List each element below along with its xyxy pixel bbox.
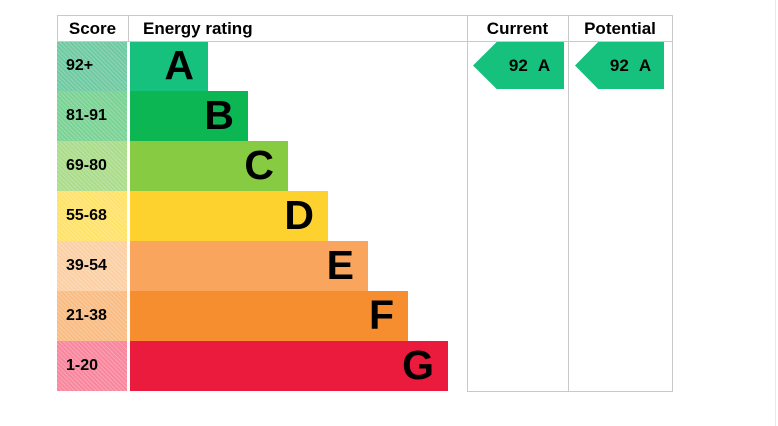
band-score-range: 39-54 bbox=[57, 241, 127, 291]
band-score-range: 21-38 bbox=[57, 291, 127, 341]
page-right-edge-line bbox=[775, 0, 776, 426]
band-score-range: 69-80 bbox=[57, 141, 127, 191]
rating-bar-g: G bbox=[130, 341, 448, 391]
potential-column-right-border bbox=[672, 15, 673, 392]
band-row-c: 69-80 C bbox=[57, 141, 697, 191]
band-grade-letter: B bbox=[204, 92, 234, 138]
band-row-f: 21-38 F bbox=[57, 291, 697, 341]
rating-bar-c: C bbox=[130, 141, 288, 191]
band-grade-letter: C bbox=[244, 142, 274, 188]
score-column-left-border bbox=[57, 15, 58, 42]
rating-bar-b: B bbox=[130, 91, 248, 141]
band-row-a: 92+ A bbox=[57, 41, 697, 91]
band-row-d: 55-68 D bbox=[57, 191, 697, 241]
current-column-header: Current bbox=[486, 19, 549, 38]
energy-rating-column-header: Energy rating bbox=[143, 19, 253, 38]
table-bottom-border bbox=[467, 391, 673, 392]
band-row-b: 81-91 B bbox=[57, 91, 697, 141]
potential-column-header: Potential bbox=[584, 19, 656, 38]
current-column-left-border bbox=[467, 15, 468, 392]
band-grade-letter: G bbox=[402, 342, 434, 388]
band-score-range: 1-20 bbox=[57, 341, 127, 391]
rating-bar-e: E bbox=[130, 241, 368, 291]
potential-rating-arrow: 92 A bbox=[575, 42, 664, 89]
header-bottom-border bbox=[57, 41, 673, 42]
table-top-border bbox=[57, 15, 673, 16]
rating-bar-d: D bbox=[130, 191, 328, 241]
band-grade-letter: F bbox=[368, 292, 394, 338]
band-grade-letter: E bbox=[326, 242, 354, 288]
band-row-g: 1-20 G bbox=[57, 341, 697, 391]
band-grade-letter: A bbox=[164, 42, 194, 88]
band-score-range: 81-91 bbox=[57, 91, 127, 141]
score-column-right-border bbox=[128, 15, 129, 42]
band-grade-letter: D bbox=[284, 192, 314, 238]
band-score-range: 55-68 bbox=[57, 191, 127, 241]
rating-bar-f: F bbox=[130, 291, 408, 341]
band-row-e: 39-54 E bbox=[57, 241, 697, 291]
band-score-range: 92+ bbox=[57, 41, 127, 91]
current-column-right-border bbox=[568, 15, 569, 392]
rating-bar-a: A bbox=[130, 41, 208, 91]
score-column-header: Score bbox=[68, 19, 117, 38]
